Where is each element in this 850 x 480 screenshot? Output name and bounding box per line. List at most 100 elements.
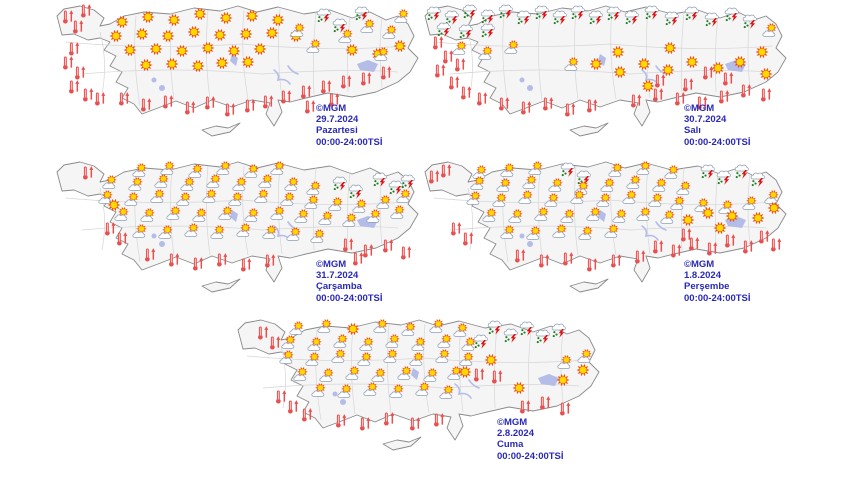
sun-behind-cloud-icon xyxy=(415,381,432,398)
hot-thermometer-icon xyxy=(432,412,447,427)
thunderstorm-icon xyxy=(473,332,490,349)
forecast-map-panel-thursday: ©MGM 1.8.2024 Perşembe 00:00-24:00TSİ xyxy=(420,158,790,308)
hot-thermometer-icon xyxy=(538,395,553,410)
thunderstorm-icon xyxy=(480,21,497,38)
map-date: 2.8.2024 xyxy=(497,428,534,440)
sun-behind-cloud-icon xyxy=(318,210,335,227)
map-day: Perşembe xyxy=(684,281,730,293)
map-hours: 00:00-24:00TSİ xyxy=(316,136,383,148)
sun-behind-cloud-icon xyxy=(660,209,677,226)
thunderstorm-icon xyxy=(552,8,569,25)
map-label: ©MGM 31.7.2024 Çarşamba 00:00-24:00TSİ xyxy=(316,259,383,304)
thunderstorm-icon xyxy=(519,319,536,336)
sun-behind-cloud-icon xyxy=(363,381,380,398)
hot-thermometer-icon xyxy=(299,84,314,99)
hot-thermometer-icon xyxy=(215,252,230,267)
lake-egirdir xyxy=(332,391,338,397)
hot-thermometer-icon xyxy=(67,79,82,94)
hot-thermometer-icon xyxy=(679,227,694,242)
turkey-map xyxy=(52,2,422,152)
thunderstorm-icon xyxy=(316,6,333,23)
sun-behind-cloud-icon xyxy=(586,206,603,223)
hot-thermometer-icon xyxy=(191,256,206,271)
sun-behind-cloud-icon xyxy=(439,384,456,401)
hot-thermometer-icon xyxy=(705,241,720,256)
euphrates-reservoirs xyxy=(454,379,480,399)
hot-thermometer-icon xyxy=(433,63,448,78)
hot-thermometer-icon xyxy=(759,87,774,102)
lake-egirdir xyxy=(519,77,525,83)
hot-thermometer-icon xyxy=(203,95,218,110)
sun-behind-cloud-icon xyxy=(311,382,328,399)
hot-thermometer-icon xyxy=(263,253,278,268)
lake-egirdir xyxy=(519,233,525,239)
map-label: ©MGM 30.7.2024 Salı 00:00-24:00TSİ xyxy=(684,103,751,148)
sun-behind-cloud-icon xyxy=(397,365,414,382)
map-credit: ©MGM xyxy=(316,103,347,114)
thunderstorm-icon xyxy=(498,2,515,19)
hot-thermometer-icon xyxy=(239,257,254,272)
turkey-landmass xyxy=(424,5,787,127)
hot-thermometer-icon xyxy=(497,96,512,111)
sun-behind-cloud-icon xyxy=(270,205,287,222)
hot-thermometer-icon xyxy=(431,35,446,50)
sun-behind-cloud-icon xyxy=(394,8,411,25)
hot-thermometer-icon xyxy=(71,19,86,34)
hot-thermometer-icon xyxy=(261,94,276,109)
sun-behind-cloud-icon xyxy=(500,224,517,241)
lake-tuz xyxy=(230,210,238,222)
thunderstorm-icon xyxy=(588,8,605,25)
sun-behind-cloud-icon xyxy=(294,208,311,225)
sun-behind-cloud-icon xyxy=(254,188,271,205)
hot-thermometer-icon xyxy=(669,243,684,258)
sun-behind-cloud-icon xyxy=(279,349,296,366)
sun-icon xyxy=(556,373,570,387)
lake-tuz xyxy=(598,210,606,222)
hot-thermometer-icon xyxy=(359,71,374,86)
sun-icon xyxy=(227,44,241,58)
hot-thermometer-icon xyxy=(279,89,294,104)
sun-behind-cloud-icon xyxy=(293,366,310,383)
map-date: 31.7.2024 xyxy=(316,270,359,282)
hot-thermometer-icon xyxy=(334,413,349,428)
sun-icon xyxy=(663,41,677,55)
sun-behind-cloud-icon xyxy=(150,188,167,205)
thunderstorm-icon xyxy=(716,168,733,185)
sun-behind-cloud-icon xyxy=(286,226,303,243)
sun-icon xyxy=(576,363,590,377)
hot-thermometer-icon xyxy=(183,100,198,115)
sun-icon xyxy=(139,58,153,72)
lake-tuz xyxy=(598,54,606,66)
cyprus-island xyxy=(569,278,609,293)
sun-icon xyxy=(123,43,137,57)
sun-icon xyxy=(767,201,781,215)
map-credit: ©MGM xyxy=(497,417,528,428)
sun-icon xyxy=(141,10,155,24)
sun-behind-cloud-icon xyxy=(518,189,535,206)
sun-icon xyxy=(345,43,359,57)
hot-thermometer-icon xyxy=(93,91,108,106)
hot-thermometer-icon xyxy=(81,165,96,180)
thunderstorm-icon xyxy=(684,4,701,21)
sun-behind-cloud-icon xyxy=(636,206,653,223)
sun-icon xyxy=(219,11,233,25)
sun-behind-cloud-icon xyxy=(290,22,307,39)
map-hours: 00:00-24:00TSİ xyxy=(316,292,383,304)
sun-icon xyxy=(733,55,747,69)
thunderstorm-icon xyxy=(606,4,623,21)
hot-thermometer-icon xyxy=(518,399,533,414)
thunderstorm-icon xyxy=(332,174,349,191)
sun-behind-cloud-icon xyxy=(236,222,253,239)
sun-icon xyxy=(187,25,201,39)
hot-thermometer-icon xyxy=(585,257,600,272)
hot-thermometer-icon xyxy=(739,83,754,98)
lake-van xyxy=(538,374,559,386)
sun-behind-cloud-icon xyxy=(622,189,639,206)
lake-beysehir xyxy=(340,399,346,405)
map-label: ©MGM 29.7.2024 Pazartesi 00:00-24:00TSİ xyxy=(316,103,383,148)
sun-behind-cloud-icon xyxy=(504,39,521,56)
sun-behind-cloud-icon xyxy=(742,195,759,212)
sun-icon xyxy=(751,211,765,225)
hot-thermometer-icon xyxy=(681,77,696,92)
hot-thermometer-icon xyxy=(358,416,373,431)
